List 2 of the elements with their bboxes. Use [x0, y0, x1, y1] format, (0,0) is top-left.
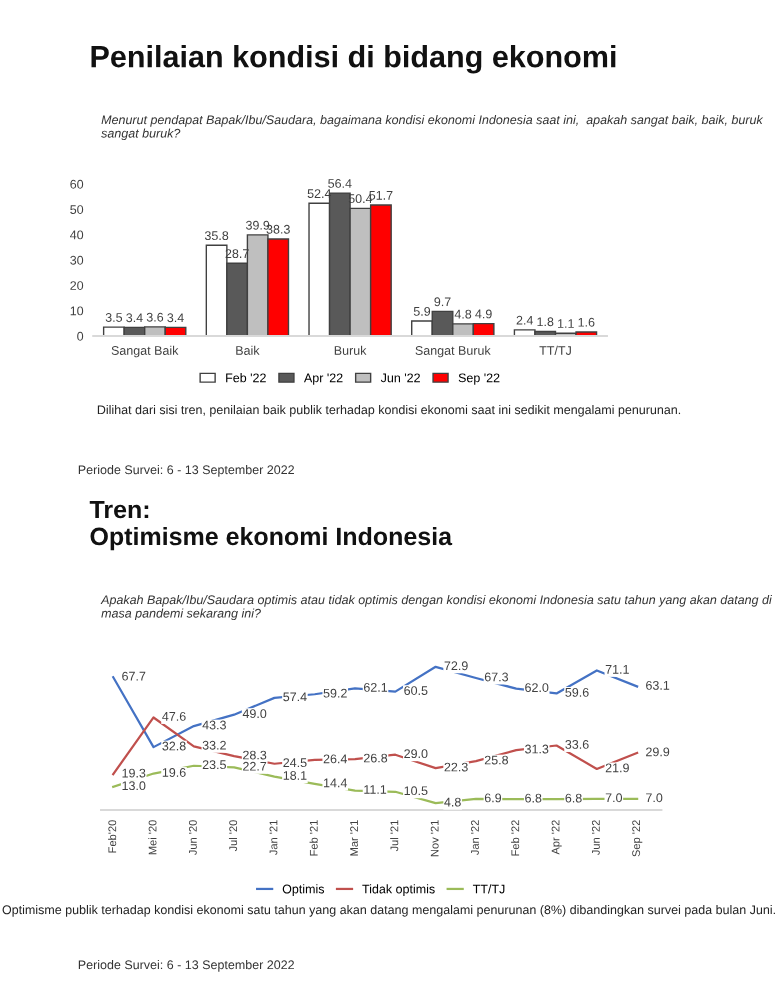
chart-title: Tren: Optimisme ekonomi Indonesia	[89, 500, 453, 551]
chart-title: Penilaian kondisi di bidang ekonomi	[91, 45, 616, 74]
